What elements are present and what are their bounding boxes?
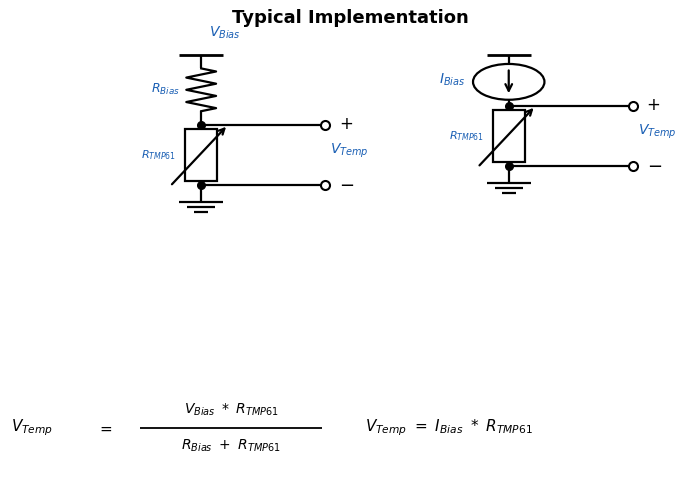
- Text: $R_{Bias}$: $R_{Bias}$: [150, 82, 179, 98]
- Bar: [493, 110, 524, 162]
- Text: $V_{Temp}$: $V_{Temp}$: [638, 122, 676, 141]
- Text: $R_{Bias}\ +\ R_{TMP61}$: $R_{Bias}\ +\ R_{TMP61}$: [181, 438, 281, 454]
- Text: $-$: $-$: [647, 156, 662, 174]
- Text: $V_{Bias}\ *\ R_{TMP61}$: $V_{Bias}\ *\ R_{TMP61}$: [183, 402, 279, 418]
- Text: $R_{TMP61}$: $R_{TMP61}$: [141, 148, 176, 162]
- Text: Typical Implementation: Typical Implementation: [232, 9, 468, 27]
- Text: +: +: [339, 114, 353, 133]
- Text: $V_{Bias}$: $V_{Bias}$: [209, 25, 241, 41]
- Text: $R_{TMP61}$: $R_{TMP61}$: [449, 129, 484, 142]
- Text: $V_{Temp}$: $V_{Temp}$: [10, 418, 53, 438]
- Text: $I_{Bias}$: $I_{Bias}$: [439, 71, 465, 87]
- Text: $V_{Temp}\ =\ I_{Bias}\ *\ R_{TMP61}$: $V_{Temp}\ =\ I_{Bias}\ *\ R_{TMP61}$: [365, 418, 533, 438]
- Circle shape: [473, 64, 545, 100]
- Text: $-$: $-$: [339, 175, 354, 193]
- Bar: [186, 128, 217, 181]
- Text: +: +: [647, 96, 661, 114]
- Text: $=$: $=$: [97, 421, 113, 436]
- Text: $V_{Temp}$: $V_{Temp}$: [330, 142, 369, 160]
